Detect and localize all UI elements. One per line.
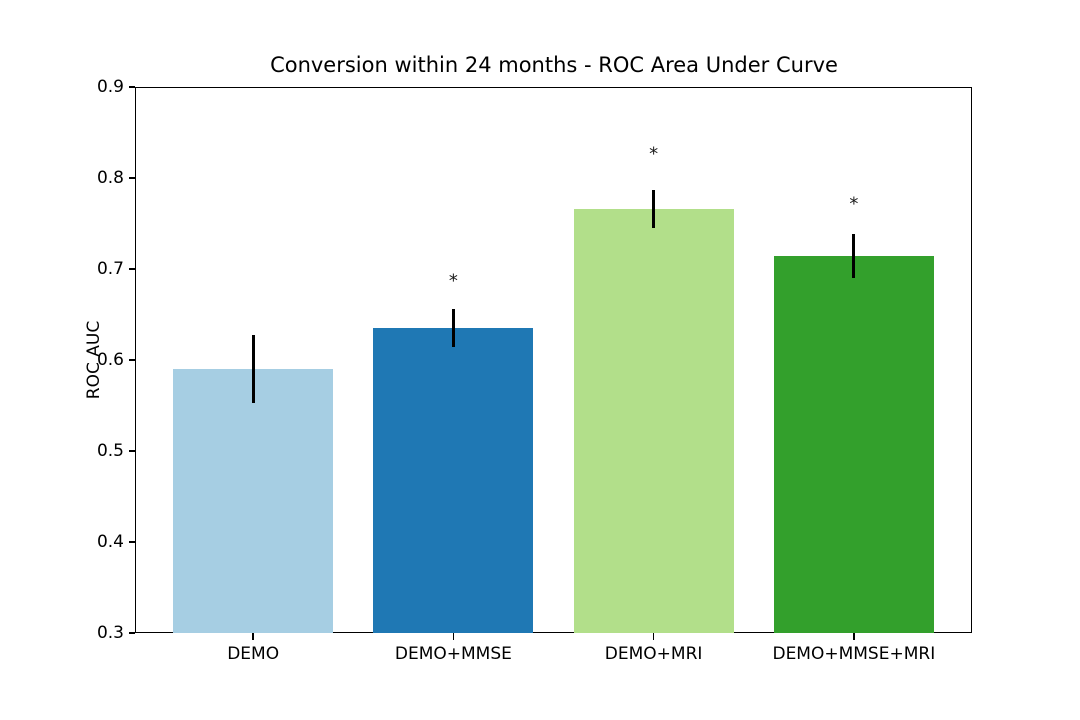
x-tick-mark xyxy=(652,633,655,640)
x-tick-label: DEMO+MRI xyxy=(604,644,703,664)
significance-marker: * xyxy=(649,143,659,165)
x-tick-mark xyxy=(853,633,855,640)
y-tick-label: 0.3 xyxy=(96,623,124,643)
y-tick-label: 0.9 xyxy=(96,77,124,97)
chart-title: Conversion within 24 months - ROC Area U… xyxy=(270,53,838,77)
bar xyxy=(573,208,734,633)
error-bar xyxy=(852,234,856,279)
x-tick-label: DEMO xyxy=(227,644,280,664)
x-tick-mark xyxy=(452,633,455,640)
y-tick-label: 0.4 xyxy=(96,532,124,552)
y-tick-mark xyxy=(128,177,135,179)
y-tick-label: 0.6 xyxy=(96,350,124,370)
y-tick-label: 0.5 xyxy=(96,441,124,461)
y-tick-label: 0.7 xyxy=(96,259,124,279)
error-bar xyxy=(251,335,255,403)
bar xyxy=(773,256,934,633)
significance-marker: * xyxy=(849,193,859,215)
bar xyxy=(173,369,334,633)
y-tick-mark xyxy=(128,359,135,361)
y-tick-mark xyxy=(128,86,135,88)
error-bar xyxy=(451,309,455,348)
y-tick-mark xyxy=(128,541,135,543)
x-tick-label: DEMO+MMSE xyxy=(394,644,512,664)
bar xyxy=(373,328,534,633)
plot-area: 0.3 0.4 0.5 0.6 0.7 0.8 0.9 DEMO DEMO+MMSE DEMO+M… xyxy=(97,77,972,664)
significance-marker: * xyxy=(448,270,458,292)
y-tick-label: 0.8 xyxy=(96,168,124,188)
y-tick-mark xyxy=(128,632,135,634)
y-tick-mark xyxy=(128,450,135,452)
error-bar xyxy=(652,189,656,229)
y-tick-mark xyxy=(128,268,135,270)
x-tick-mark xyxy=(252,633,254,640)
x-tick-label: DEMO+MMSE+MRI xyxy=(772,644,936,664)
